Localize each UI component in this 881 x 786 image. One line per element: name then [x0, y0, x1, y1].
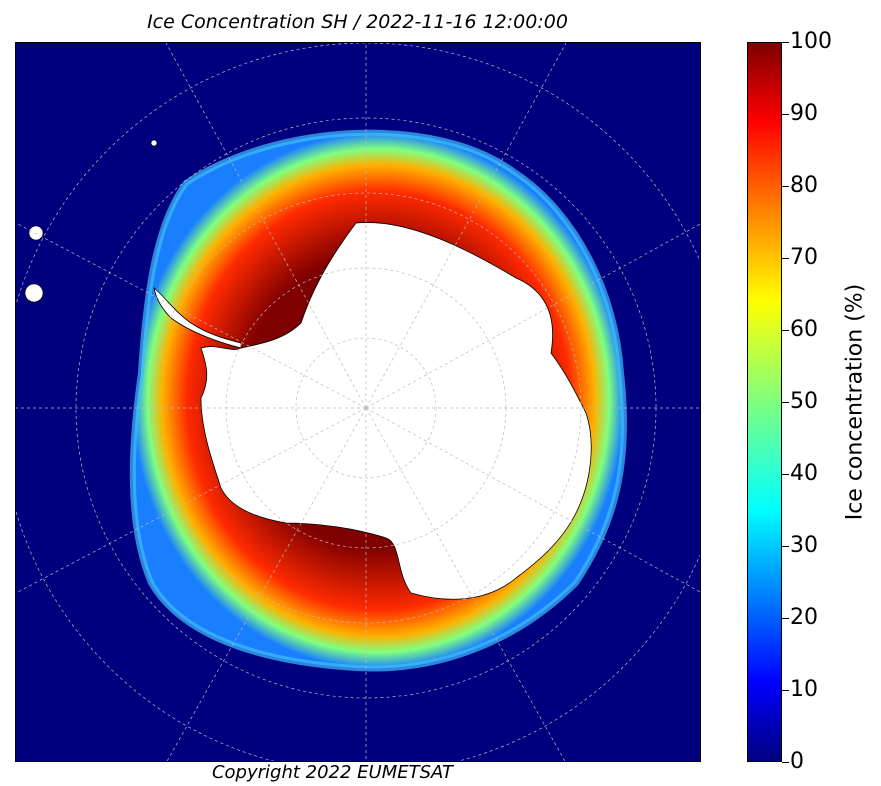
colorbar-tick-label: 60 — [790, 317, 818, 342]
colorbar-tick — [782, 690, 789, 691]
colorbar-tick-label: 50 — [790, 389, 818, 414]
colorbar-tick-label: 20 — [790, 605, 818, 630]
colorbar-tick-label: 0 — [790, 749, 804, 774]
sea-ice-map — [15, 42, 701, 762]
colorbar-tick-label: 30 — [790, 533, 818, 558]
colorbar-tick-label: 80 — [790, 173, 818, 198]
colorbar-tick-label: 40 — [790, 461, 818, 486]
colorbar-tick — [782, 114, 789, 115]
colorbar-tick — [782, 258, 789, 259]
colorbar-tick-label: 10 — [790, 677, 818, 702]
colorbar-tick-label: 90 — [790, 101, 818, 126]
colorbar-tick — [782, 186, 789, 187]
colorbar-tick — [782, 330, 789, 331]
colorbar-tick — [782, 762, 789, 763]
colorbar — [747, 42, 782, 762]
marginal-ice-band — [129, 129, 627, 672]
copyright-notice: Copyright 2022 EUMETSAT — [211, 762, 454, 783]
colorbar-tick — [782, 546, 789, 547]
antarctica-landmass — [200, 222, 592, 600]
island — [24, 283, 44, 303]
island — [150, 139, 158, 147]
colorbar-tick-label: 70 — [790, 245, 818, 270]
colorbar-tick — [782, 402, 789, 403]
colorbar-label: Ice concentration (%) — [842, 283, 868, 521]
antarctic-peninsula — [153, 286, 242, 349]
colorbar-tick — [782, 474, 789, 475]
colorbar-tick — [782, 618, 789, 619]
colorbar-tick — [782, 42, 789, 43]
graticule — [16, 43, 700, 761]
map-title: Ice Concentration SH / 2022-11-16 12:00:… — [147, 11, 568, 33]
island — [28, 225, 44, 241]
colorbar-tick-label: 100 — [790, 29, 832, 54]
